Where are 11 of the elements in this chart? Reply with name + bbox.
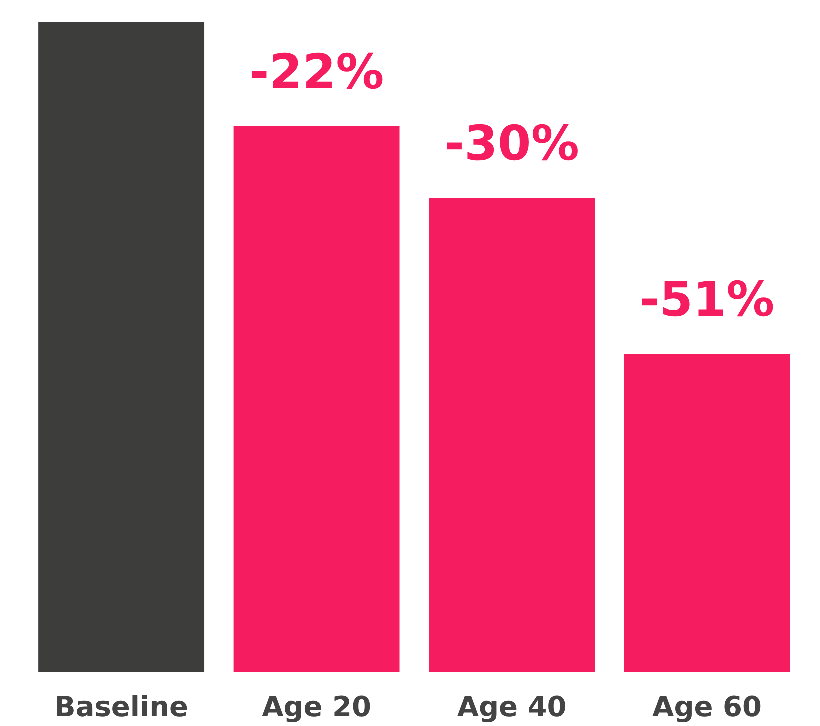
x-tick-label: Age 40 (457, 690, 567, 724)
annotation: -51% (640, 272, 775, 328)
bar (38, 22, 205, 672)
annotation: -30% (444, 116, 580, 172)
bar (624, 354, 790, 672)
annotation: -22% (249, 44, 384, 100)
bar (429, 198, 595, 672)
x-tick-label: Age 60 (652, 690, 762, 724)
bar (234, 126, 400, 672)
x-tick-label: Baseline (54, 690, 189, 724)
x-tick-label: Age 20 (262, 690, 372, 724)
